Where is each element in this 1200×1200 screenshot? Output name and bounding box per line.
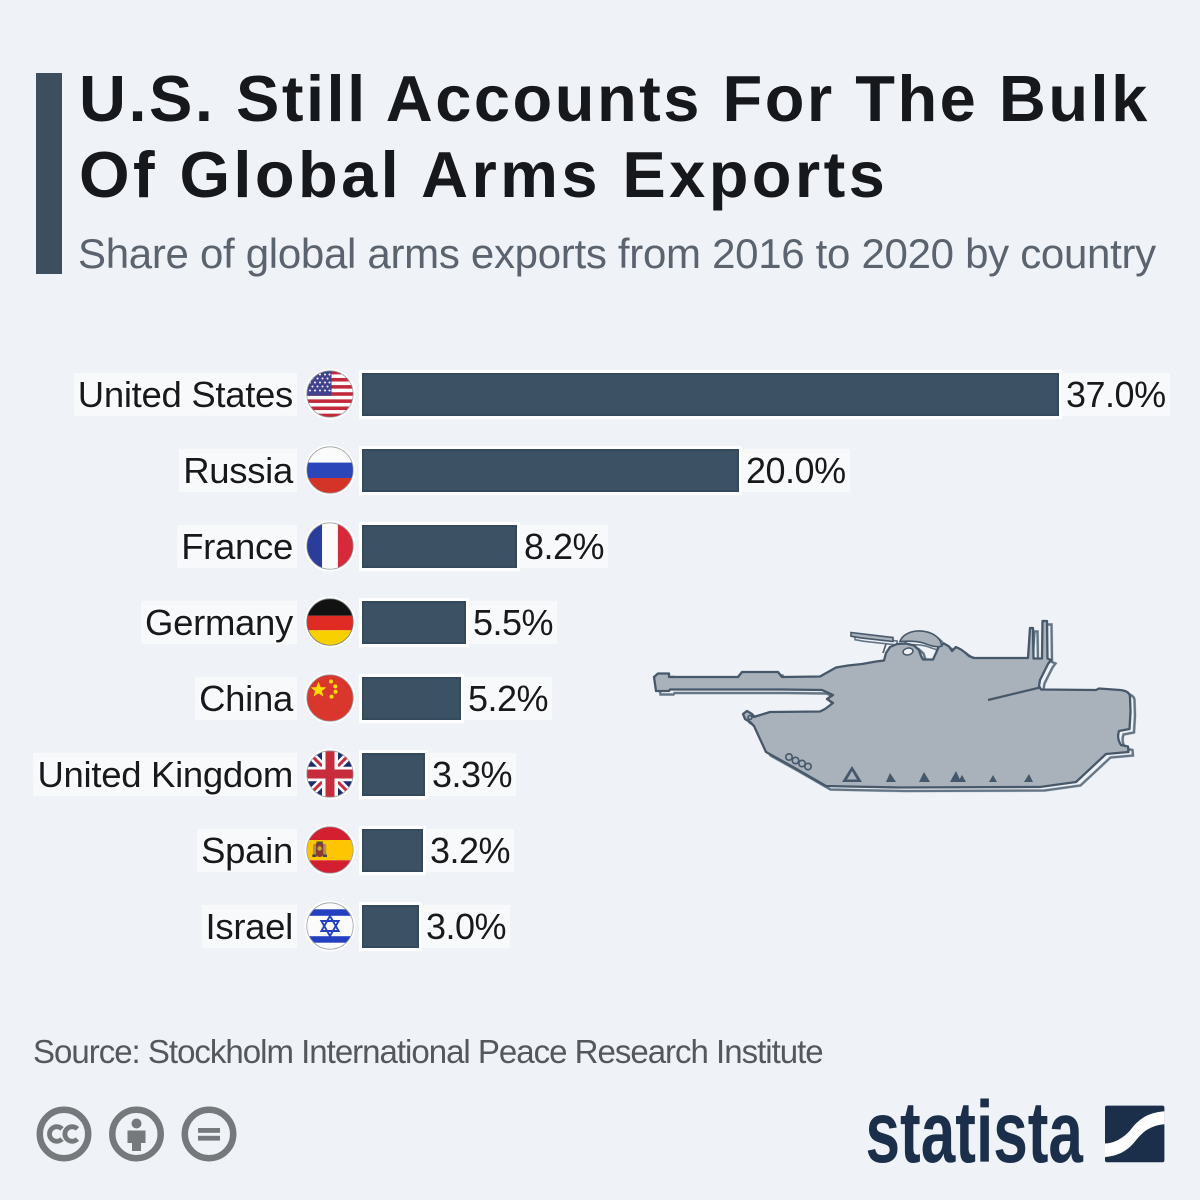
svg-text:statista: statista: [866, 1098, 1084, 1170]
